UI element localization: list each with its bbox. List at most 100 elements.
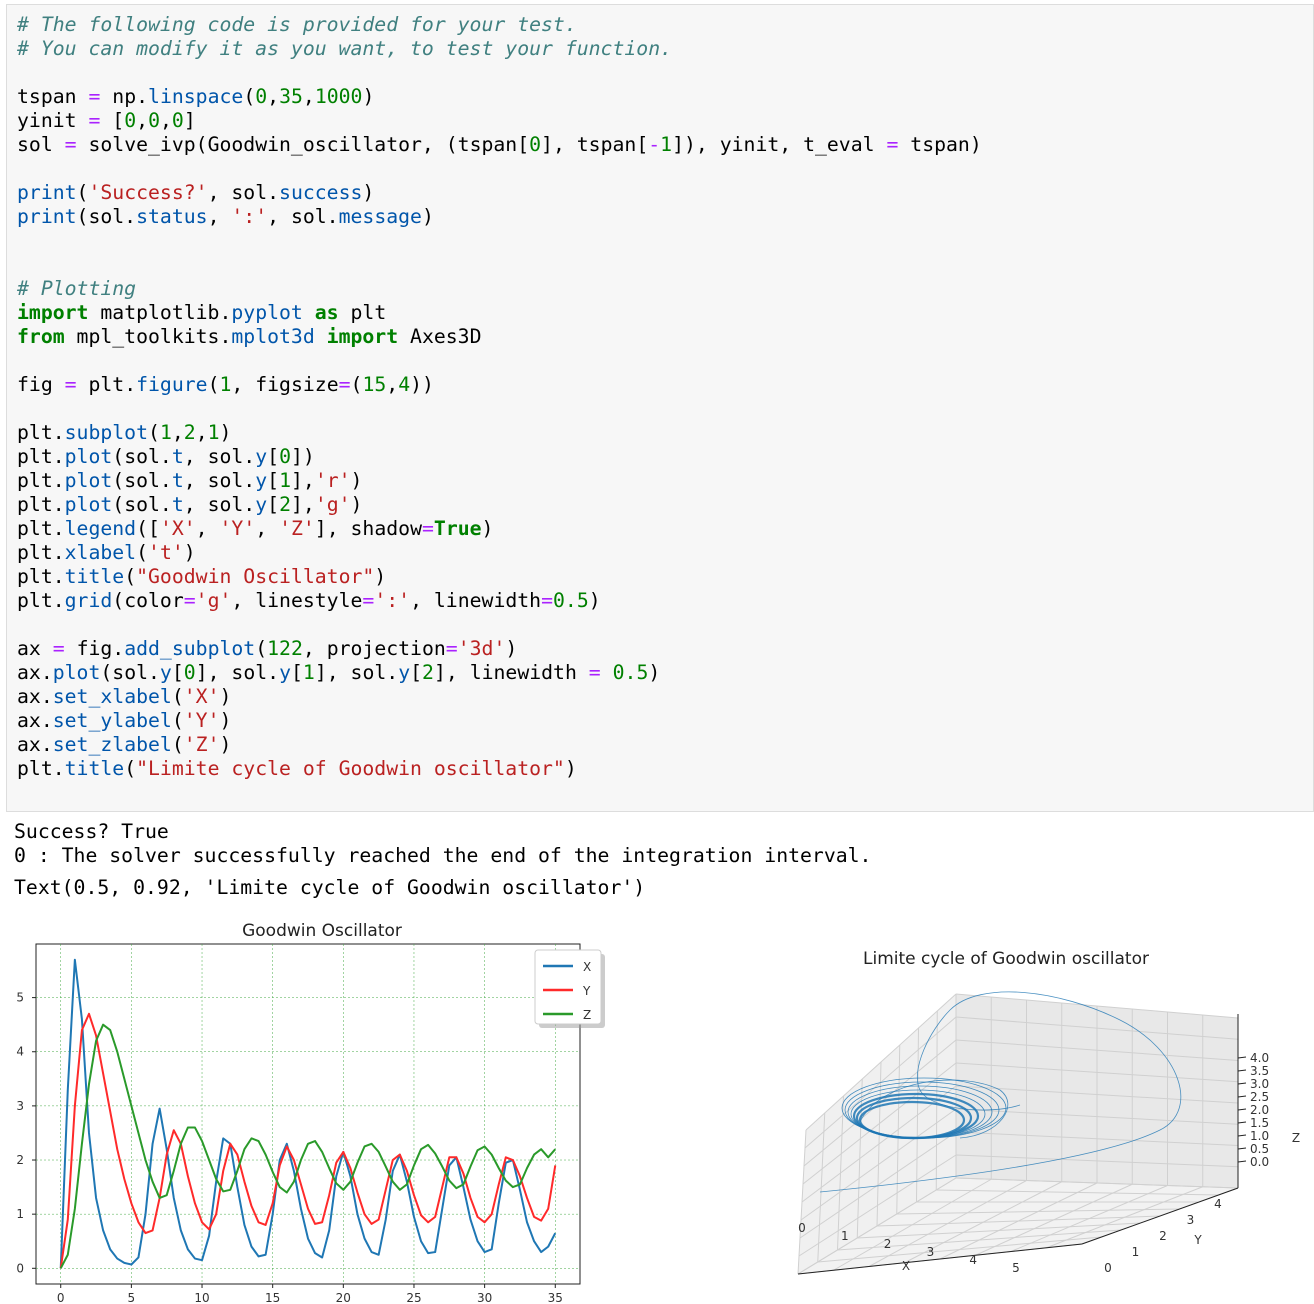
code-token: ax [17, 637, 53, 660]
code-token: "Goodwin Oscillator" [136, 565, 375, 588]
code-token: = [362, 589, 375, 612]
code-token: 122 [267, 637, 303, 660]
code-token: plt. [17, 565, 65, 588]
code-token: = [64, 373, 77, 396]
code-token: ]), yinit, t_eval [672, 133, 887, 156]
code-token: ) [505, 637, 518, 660]
code-token: ) [219, 685, 232, 708]
code-token: ax. [17, 661, 53, 684]
code-token: legend [64, 517, 137, 540]
axis-ticks: 0 5 10 15 20 25 30 35 0 1 2 3 4 5 [16, 991, 563, 1304]
x-tick-label: 25 [406, 1291, 421, 1304]
code-token: ) [219, 709, 232, 732]
y3d-tick-label: 1 [1132, 1245, 1140, 1259]
code-token: print [17, 205, 77, 228]
code-token: = [64, 133, 77, 156]
z3d-tick-label: 0.0 [1250, 1155, 1269, 1169]
code-token: print [17, 181, 77, 204]
code-token: '3d' [457, 637, 506, 660]
code-token: (sol. [112, 469, 172, 492]
code-token: 2 [183, 421, 196, 444]
x-tick-label: 15 [265, 1291, 280, 1304]
code-token: y [279, 661, 291, 684]
legend: XYZ [534, 949, 605, 1028]
code-token: 'Z' [183, 733, 220, 756]
legend-label-y: Y [582, 984, 591, 998]
x3d-tick-label: 5 [1012, 1261, 1020, 1275]
code-token: fig [17, 373, 65, 396]
z3d-tick [1237, 1082, 1247, 1085]
code-token: xlabel [64, 541, 137, 564]
code-token: ) [183, 541, 196, 564]
left-grid-line [801, 1085, 957, 1203]
code-token: plt. [17, 445, 65, 468]
code-token: ]) [290, 445, 315, 468]
code-token: 'g' [195, 589, 232, 612]
code-token: ( [76, 181, 89, 204]
code-token: np. [100, 85, 149, 108]
code-token: ax. [17, 685, 53, 708]
code-token: y [255, 445, 268, 468]
output-status-line: 0 : The solver successfully reached the … [14, 844, 872, 867]
code-token: y [398, 661, 411, 684]
code-token: ( [148, 421, 160, 444]
code-token: (sol. [100, 661, 160, 684]
series-lines [59, 958, 557, 1269]
code-token: , [171, 421, 184, 444]
x3d-tick-label: 2 [884, 1237, 892, 1251]
code-token: status [136, 205, 208, 228]
code-line: import matplotlib.pyplot as plt [17, 301, 386, 324]
code-token: 1000 [314, 85, 363, 108]
chart-title: Goodwin Oscillator [242, 921, 402, 941]
back-grid-line [955, 1039, 1239, 1061]
code-token: 'Y' [219, 517, 256, 540]
code-token: grid [64, 589, 113, 612]
x-axis-line [797, 1243, 1083, 1275]
y-tick-label: 5 [16, 991, 24, 1005]
code-token: ( [243, 85, 256, 108]
code-token: , [302, 85, 315, 108]
floor-grid-line [896, 1208, 1180, 1215]
x-tick-label: 0 [57, 1291, 65, 1304]
code-token: - [648, 133, 661, 156]
code-cell[interactable]: # The following code is provided for you… [6, 4, 1314, 812]
code-token: ], linewidth [433, 661, 589, 684]
code-token: plt. [17, 757, 65, 780]
code-token: ax. [17, 709, 53, 732]
code-token: linspace [148, 85, 244, 108]
code-token: plt. [17, 469, 65, 492]
trajectory-transient [859, 1079, 1009, 1139]
code-line: plt.grid(color='g', linestyle=':', linew… [17, 589, 601, 612]
code-editor[interactable]: # The following code is provided for you… [17, 13, 982, 781]
code-token: = [541, 589, 554, 612]
code-token: ( [171, 685, 184, 708]
code-token: set_zlabel [52, 733, 172, 756]
x3d-axis-label: X [902, 1259, 910, 1273]
code-token: y [255, 469, 268, 492]
code-token: , sol. [183, 445, 256, 468]
code-token: y [255, 493, 268, 516]
code-line: ax.set_ylabel('Y') [17, 709, 231, 732]
y3d-tick-label: 3 [1187, 1213, 1195, 1227]
code-token: 1 [279, 469, 291, 492]
code-token: ], shadow [314, 517, 422, 540]
x3d-tick-label: 4 [969, 1253, 977, 1267]
code-token: [ [290, 661, 303, 684]
z3d-tick-label: 0.5 [1250, 1142, 1269, 1156]
code-token: ) [350, 469, 363, 492]
code-token: , figsize [231, 373, 339, 396]
code-token: ) [421, 205, 434, 228]
code-token: mpl_toolkits. [64, 325, 232, 348]
x-tick-label: 5 [128, 1291, 136, 1304]
3d-trajectory [819, 991, 1182, 1193]
code-token: , sol. [267, 205, 339, 228]
x-tick-label: 20 [336, 1291, 351, 1304]
y3d-tick-label: 4 [1214, 1197, 1222, 1211]
floor-grid-line [975, 1183, 1133, 1256]
limit-cycle-3d-chart: Limite cycle of Goodwin oscillator 0 1 2 3 4… [797, 949, 1300, 1275]
code-line: plt.legend(['X', 'Y', 'Z'], shadow=True) [17, 517, 493, 540]
series-line-y [59, 1012, 557, 1269]
left-grid-line [896, 1044, 901, 1215]
code-token: 0.5 [600, 661, 649, 684]
